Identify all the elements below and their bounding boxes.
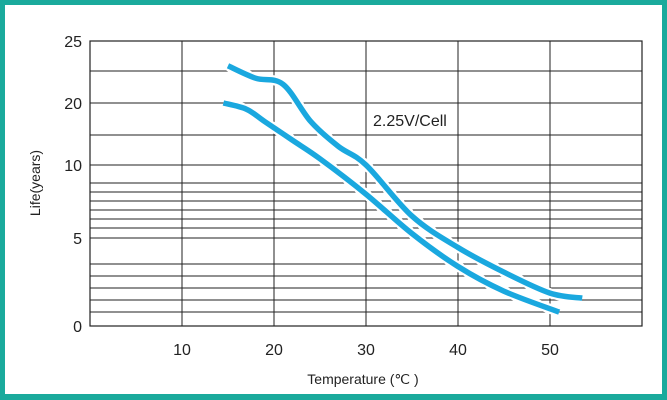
- x-axis-label: Temperature (℃ ): [307, 371, 418, 387]
- y-tick-label: 25: [64, 34, 82, 51]
- x-tick-label: 40: [449, 342, 467, 359]
- lower-life-curve: [222, 100, 561, 315]
- y-tick-label: 10: [64, 158, 82, 175]
- upper-life-curve: [226, 63, 583, 301]
- x-tick-label: 50: [541, 342, 559, 359]
- curve-halo: [225, 61, 583, 304]
- y-tick-label: 0: [73, 319, 82, 336]
- y-axis-label: Life(years): [27, 150, 43, 216]
- voltage-annotation: 2.25V/Cell: [373, 113, 447, 130]
- x-tick-label: 10: [173, 342, 191, 359]
- y-tick-label: 5: [73, 231, 82, 248]
- x-tick-label: 30: [357, 342, 375, 359]
- y-tick-label: 20: [64, 96, 82, 113]
- curves: [222, 61, 583, 317]
- grid: [89, 40, 643, 327]
- x-tick-label: 20: [265, 342, 283, 359]
